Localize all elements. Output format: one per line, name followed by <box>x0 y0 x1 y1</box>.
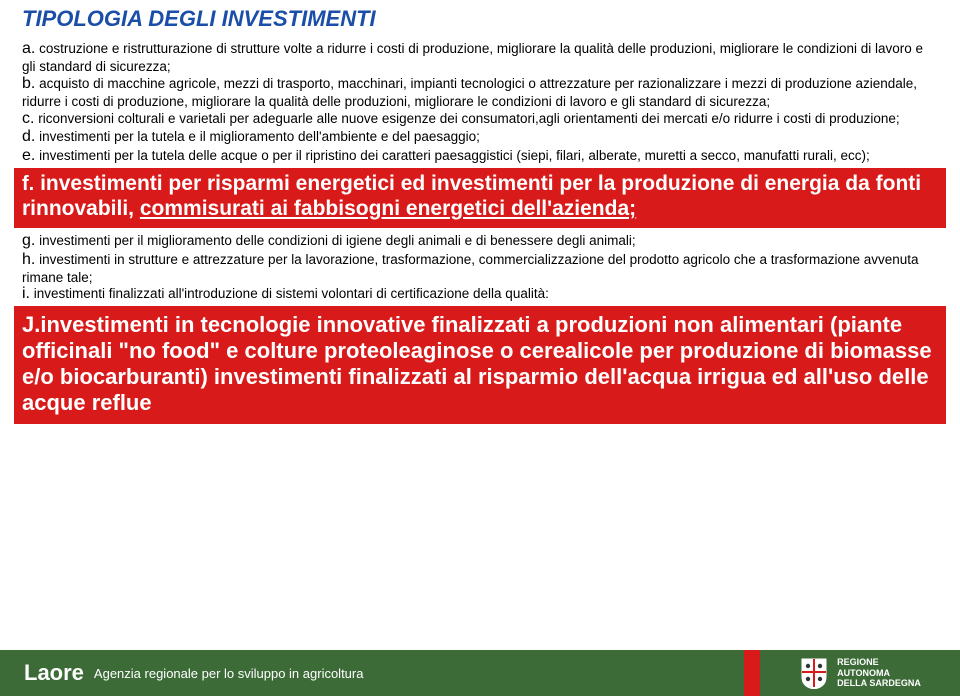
region-line2: AUTONOMA <box>837 668 921 678</box>
paragraph-h: h. investimenti in strutture e attrezzat… <box>22 251 938 286</box>
footer-tagline: Agenzia regionale per lo sviluppo in agr… <box>94 666 364 681</box>
footer-bar: Laore Agenzia regionale per lo sviluppo … <box>0 650 960 696</box>
item-letter: b. <box>22 75 35 92</box>
highlight-j: J.investimenti in tecnologie innovative … <box>14 306 946 424</box>
item-text: investimenti in strutture e attrezzature… <box>22 252 919 285</box>
highlight-underline: commisurati ai fabbisogni energetici del… <box>140 197 636 220</box>
paragraph-g: g. investimenti per il miglioramento del… <box>22 232 938 251</box>
paragraph-a: a. costruzione e ristrutturazione di str… <box>22 40 938 75</box>
item-letter: d. <box>22 128 35 145</box>
paragraph-i: i. investimenti finalizzati all'introduz… <box>22 285 938 304</box>
footer-right: REGIONE AUTONOMA DELLA SARDEGNA <box>760 650 960 696</box>
item-letter: g. <box>22 232 35 249</box>
item-text: investimenti per il miglioramento delle … <box>39 233 636 248</box>
item-letter: i. <box>22 285 30 302</box>
item-text: investimenti per la tutela delle acque o… <box>39 148 870 163</box>
document-body: TIPOLOGIA DEGLI INVESTIMENTI a. costruzi… <box>0 0 960 424</box>
footer-divider <box>744 650 760 696</box>
item-letter: c. <box>22 110 34 127</box>
item-letter: h. <box>22 251 35 268</box>
item-text: investimenti finalizzati all'introduzion… <box>34 286 549 301</box>
item-letter: a. <box>22 40 35 57</box>
region-crest-icon <box>799 656 829 690</box>
highlight-text: J.investimenti in tecnologie innovative … <box>22 312 932 415</box>
item-text: riconversioni colturali e varietali per … <box>38 111 899 126</box>
item-letter: e. <box>22 147 35 164</box>
region-line1: REGIONE <box>837 657 921 667</box>
highlight-f: f. investimenti per risparmi energetici … <box>14 168 946 228</box>
paragraph-b: b. acquisto di macchine agricole, mezzi … <box>22 75 938 110</box>
region-line3: DELLA SARDEGNA <box>837 678 921 688</box>
footer-brand: Laore <box>24 660 84 686</box>
paragraph-e: e. investimenti per la tutela delle acqu… <box>22 147 938 166</box>
item-text: costruzione e ristrutturazione di strutt… <box>22 41 923 74</box>
page-title: TIPOLOGIA DEGLI INVESTIMENTI <box>22 6 938 32</box>
region-label: REGIONE AUTONOMA DELLA SARDEGNA <box>837 657 921 688</box>
paragraph-d: d. investimenti per la tutela e il migli… <box>22 128 938 147</box>
item-text: investimenti per la tutela e il migliora… <box>39 129 480 144</box>
paragraph-c: c. riconversioni colturali e varietali p… <box>22 110 938 129</box>
item-text: acquisto di macchine agricole, mezzi di … <box>22 76 917 109</box>
item-letter: f. <box>22 173 34 195</box>
footer-left: Laore Agenzia regionale per lo sviluppo … <box>0 650 744 696</box>
